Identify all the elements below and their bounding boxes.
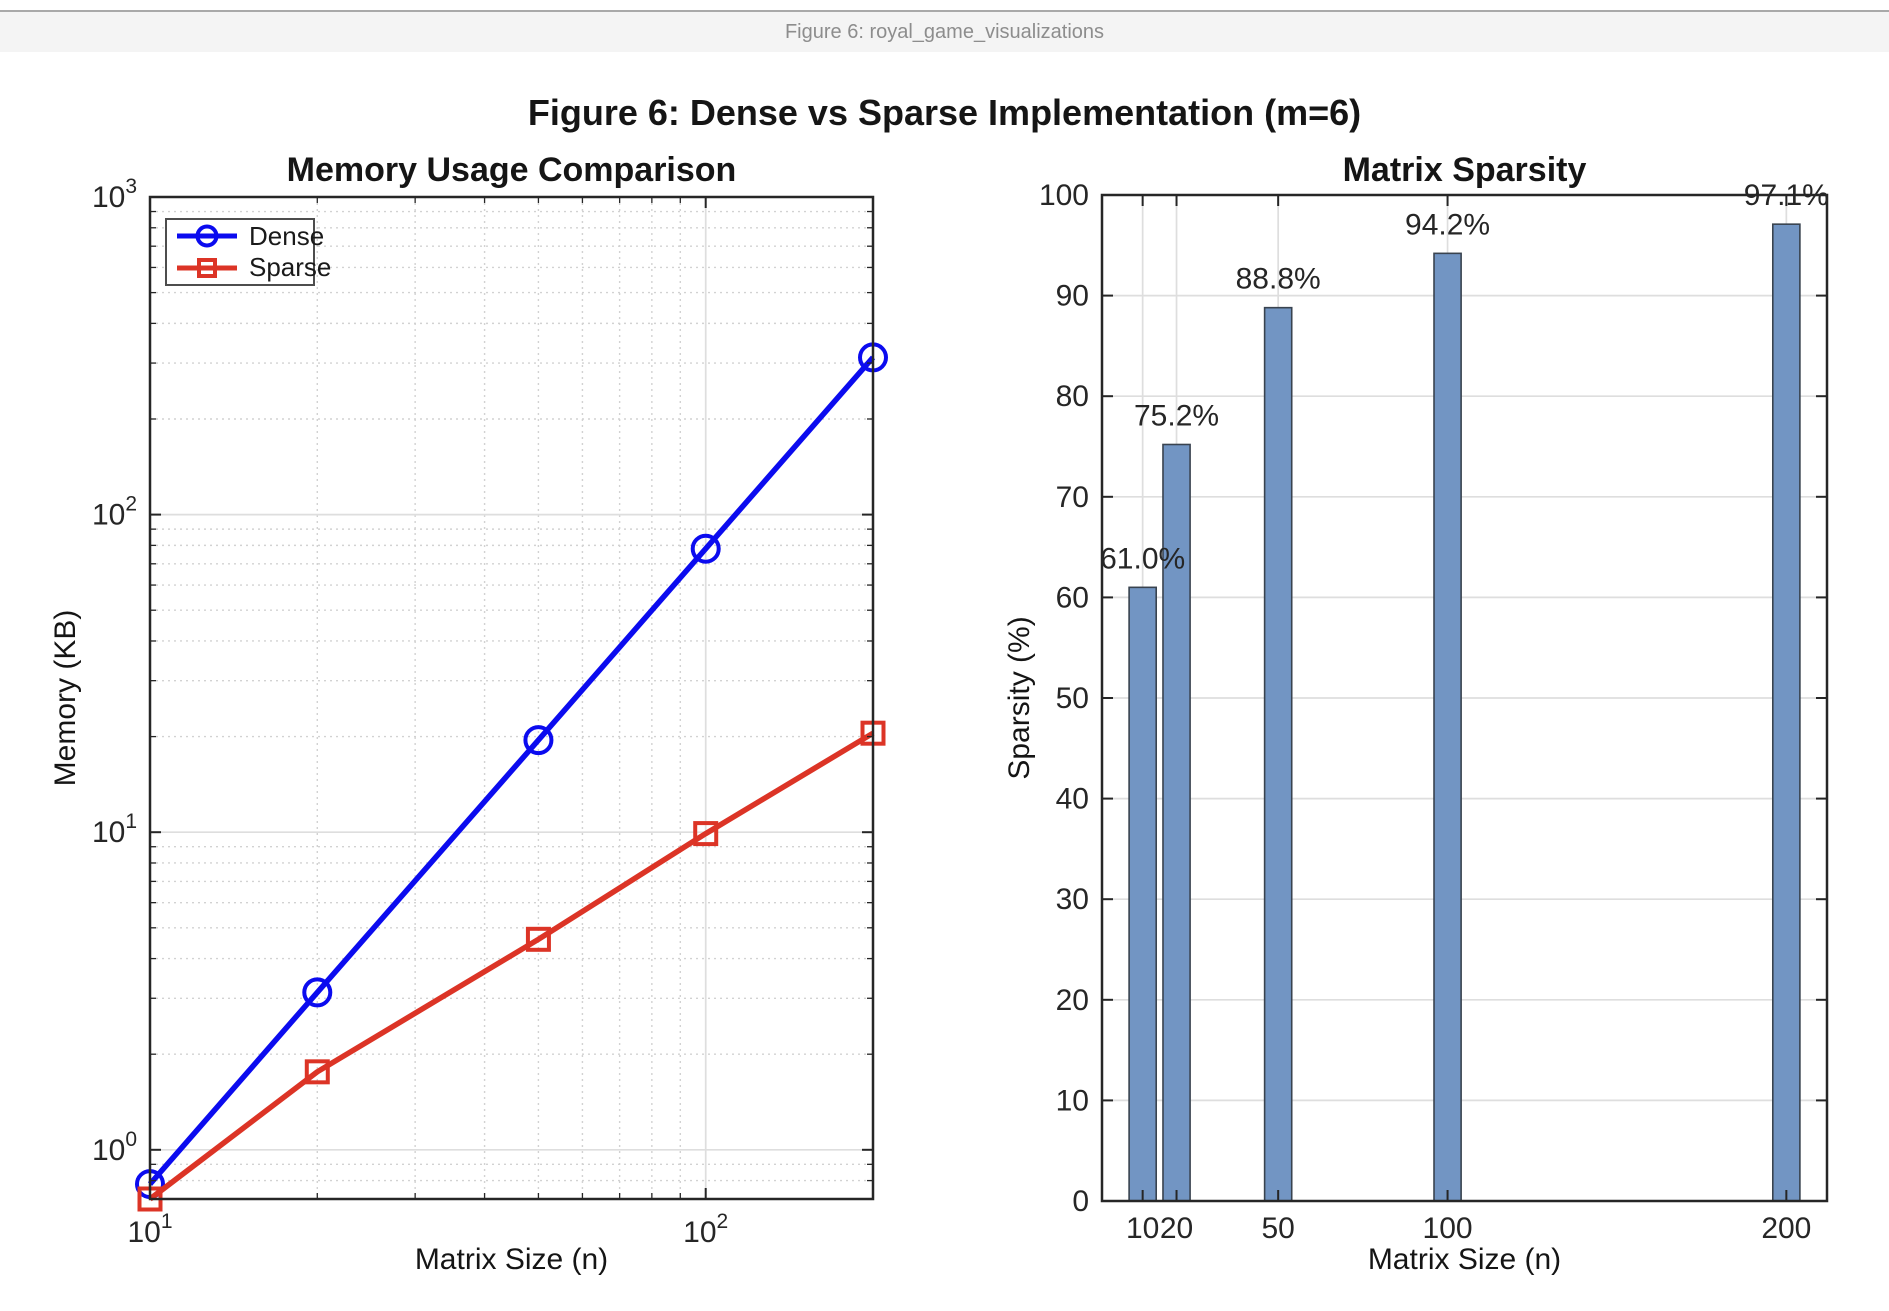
right-chart-title: Matrix Sparsity [1342, 151, 1587, 189]
svg-text:97.1%: 97.1% [1744, 179, 1829, 212]
dense-series [135, 342, 888, 1200]
dense-line [147, 355, 876, 1186]
right-axes-frame [1100, 193, 1829, 1203]
sparse-line [148, 730, 875, 1202]
svg-text:61.0%: 61.0% [1100, 542, 1185, 575]
legend-item-dense: Dense [167, 221, 324, 251]
svg-text:88.8%: 88.8% [1236, 263, 1321, 296]
left-x-axis-label: Matrix Size (n) [414, 1243, 609, 1276]
svg-text:94.2%: 94.2% [1405, 208, 1490, 241]
left-ticks [149, 196, 874, 1199]
right-y-axis-label: Sparsity (%) [1003, 616, 1036, 780]
svg-text:101: 101 [92, 810, 137, 849]
dense-marker [523, 725, 554, 756]
window-titlebar[interactable]: Figure 6: royal_game_visualizations [0, 10, 1889, 52]
left-y-axis-label: Memory (KB) [49, 609, 82, 787]
legend: Dense Sparse [165, 218, 331, 286]
right-x-axis-label: Matrix Size (n) [1367, 1243, 1562, 1276]
left-chart-title: Memory Usage Comparison [286, 151, 737, 189]
dense-line-sample-icon [177, 224, 237, 248]
left-grid-minor [150, 197, 873, 1199]
sparse-marker [304, 1059, 330, 1085]
svg-text:80: 80 [1056, 380, 1089, 413]
svg-text:100: 100 [1423, 1212, 1473, 1245]
dense-marker [690, 533, 721, 564]
svg-text:10: 10 [1126, 1212, 1159, 1245]
sparse-line-sample-icon [177, 257, 237, 278]
svg-text:50: 50 [1261, 1212, 1294, 1245]
svg-text:0: 0 [1072, 1185, 1089, 1218]
svg-text:50: 50 [1056, 682, 1089, 715]
svg-text:20: 20 [1056, 984, 1089, 1017]
bar-value-labels: 61.0% 75.2% 88.8% 94.2% 97.1% [1100, 179, 1829, 575]
left-grid-major [150, 197, 873, 1199]
svg-text:103: 103 [92, 175, 137, 214]
legend-item-sparse: Sparse [167, 252, 331, 283]
figure-suptitle: Figure 6: Dense vs Sparse Implementation… [527, 92, 1362, 133]
svg-text:200: 200 [1761, 1212, 1811, 1245]
bar-n200 [1771, 223, 1801, 1202]
svg-text:102: 102 [92, 493, 137, 532]
legend-label-dense: Dense [249, 220, 325, 251]
svg-text:40: 40 [1056, 783, 1089, 816]
bar-n10 [1128, 586, 1158, 1202]
bar-n100 [1433, 252, 1462, 1202]
bar-n50 [1263, 306, 1293, 1202]
dense-marker [302, 977, 333, 1008]
svg-text:20: 20 [1160, 1212, 1193, 1245]
sparse-series [137, 720, 886, 1212]
right-grid [1102, 195, 1827, 1201]
svg-text:75.2%: 75.2% [1134, 399, 1219, 432]
svg-text:100: 100 [92, 1128, 137, 1167]
left-axes-frame [148, 195, 875, 1201]
sparse-marker [525, 926, 551, 952]
svg-text:10: 10 [1056, 1084, 1089, 1117]
svg-text:30: 30 [1056, 883, 1089, 916]
bar-n20 [1162, 443, 1191, 1202]
svg-text:60: 60 [1056, 581, 1089, 614]
window-title: Figure 6: royal_game_visualizations [784, 20, 1105, 43]
svg-text:70: 70 [1056, 481, 1089, 514]
svg-text:102: 102 [683, 1210, 728, 1249]
svg-text:100: 100 [1039, 179, 1089, 212]
svg-text:90: 90 [1056, 280, 1089, 313]
sparsity-bars [1128, 223, 1801, 1202]
legend-label-sparse: Sparse [249, 252, 332, 283]
sparse-marker [693, 821, 719, 847]
